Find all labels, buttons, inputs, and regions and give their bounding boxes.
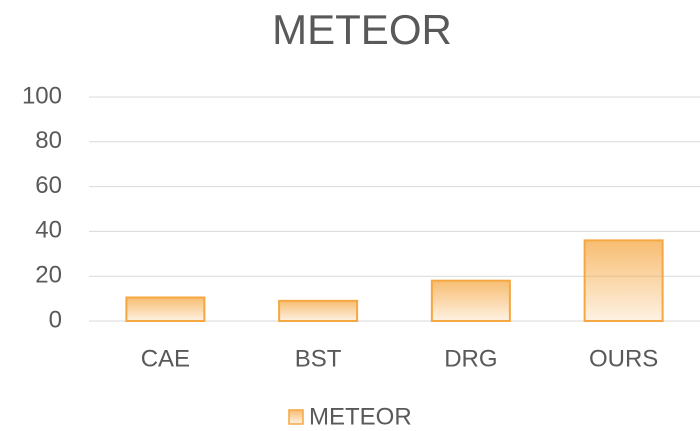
chart-title: METEOR	[272, 6, 452, 53]
legend-swatch	[288, 409, 304, 425]
y-tick-label: 20	[35, 262, 62, 289]
y-tick-label: 60	[35, 172, 62, 199]
y-tick-label: 0	[49, 306, 62, 333]
legend-label: METEOR	[309, 403, 412, 430]
y-tick-label: 40	[35, 217, 62, 244]
bar	[278, 299, 359, 322]
y-tick-label: 80	[35, 127, 62, 154]
bar	[125, 296, 206, 323]
bar	[430, 279, 511, 322]
x-tick-label: BST	[295, 345, 342, 372]
bar	[583, 239, 664, 322]
x-tick-label: OURS	[589, 345, 658, 372]
x-tick-label: CAE	[141, 345, 190, 372]
y-tick-label: 100	[22, 82, 62, 109]
x-tick-label: DRG	[444, 345, 497, 372]
